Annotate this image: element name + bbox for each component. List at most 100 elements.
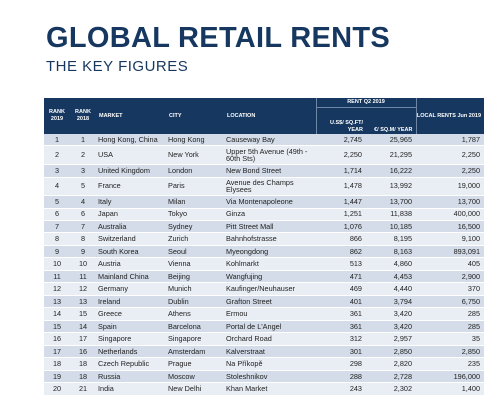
header-rank-2019: RANK 2019 <box>44 98 70 134</box>
header-local-rents: LOCAL RENTS Jun 2019 <box>415 98 485 134</box>
rank-2018-cell: 7 <box>70 220 96 234</box>
location-cell: Na Příkopě <box>224 357 316 371</box>
rank-2018-cell: 12 <box>70 282 96 296</box>
local-rent-cell: 1,400 <box>416 382 485 396</box>
eur-rent-cell: 4,860 <box>366 257 417 271</box>
usd-rent-cell: 1,076 <box>316 220 366 234</box>
city-cell: Athens <box>166 307 224 321</box>
table-row: 12 12 Germany Munich Kaufinger/Neuhauser 469 4… <box>44 282 485 296</box>
city-cell: Munich <box>166 282 224 296</box>
eur-rent-cell: 2,820 <box>366 357 417 371</box>
rank-2018-cell: 10 <box>70 257 96 271</box>
header-city: CITY <box>166 98 224 134</box>
rank-2019-cell: 1 <box>44 134 70 147</box>
location-cell: Stoleshnikov <box>224 370 316 384</box>
header-location: LOCATION <box>224 98 316 134</box>
local-rent-cell: 9,100 <box>416 232 485 246</box>
market-cell: Germany <box>96 282 166 296</box>
local-rent-cell: 400,000 <box>416 208 485 222</box>
usd-rent-cell: 301 <box>316 345 366 359</box>
usd-rent-cell: 1,478 <box>316 177 366 197</box>
market-cell: Singapore <box>96 332 166 346</box>
local-rent-cell: 405 <box>416 257 485 271</box>
eur-rent-cell: 8,163 <box>366 245 417 259</box>
market-cell: Spain <box>96 320 166 334</box>
local-rent-cell: 35 <box>416 332 485 346</box>
table-row: 16 17 Singapore Singapore Orchard Road 312 2,9… <box>44 332 485 346</box>
table-row: 9 9 South Korea Seoul Myeongdong 862 8,163 893,… <box>44 245 485 259</box>
rank-2019-cell: 19 <box>44 370 70 384</box>
table-row: 11 11 Mainland China Beijing Wangfujing 471 4,… <box>44 270 485 284</box>
usd-rent-cell: 862 <box>316 245 366 259</box>
market-cell: Hong Kong, China <box>96 134 166 147</box>
usd-rent-cell: 361 <box>316 307 366 321</box>
usd-rent-cell: 1,714 <box>316 164 366 178</box>
local-rent-cell: 285 <box>416 320 485 334</box>
local-rent-cell: 19,000 <box>416 177 485 197</box>
rank-2019-cell: 14 <box>44 307 70 321</box>
rents-table-container: RANK 2019 RANK 2018 MARKET CITY LOCATION… <box>44 98 485 396</box>
location-cell: Kaufinger/Neuhauser <box>224 282 316 296</box>
usd-rent-cell: 288 <box>316 370 366 384</box>
city-cell: Sydney <box>166 220 224 234</box>
eur-rent-cell: 2,850 <box>366 345 417 359</box>
rank-2019-cell: 20 <box>44 382 70 396</box>
table-row: 19 18 Russia Moscow Stoleshnikov 288 2,728 196,… <box>44 370 485 384</box>
local-rent-cell: 2,900 <box>416 270 485 284</box>
table-row: 18 18 Czech Republic Prague Na Příkopě 298 2,8… <box>44 357 485 371</box>
market-cell: South Korea <box>96 245 166 259</box>
table-row: 17 16 Netherlands Amsterdam Kalverstraat 301 2… <box>44 345 485 359</box>
location-cell: Ginza <box>224 208 316 222</box>
rank-2019-cell: 18 <box>44 357 70 371</box>
market-cell: India <box>96 382 166 396</box>
local-rent-cell: 13,700 <box>416 195 485 209</box>
city-cell: Amsterdam <box>166 345 224 359</box>
usd-rent-cell: 401 <box>316 295 366 309</box>
market-cell: Russia <box>96 370 166 384</box>
location-cell: Via Montenapoleone <box>224 195 316 209</box>
location-cell: Kalverstraat <box>224 345 316 359</box>
location-cell: Orchard Road <box>224 332 316 346</box>
rank-2018-cell: 16 <box>70 345 96 359</box>
header-row-bottom: U.S$/ SQ.FT/ YEAR €/ SQ.M/ YEAR <box>44 107 484 134</box>
rank-2019-cell: 2 <box>44 145 70 166</box>
table-row: 6 6 Japan Tokyo Ginza 1,251 11,838 400,000 <box>44 208 485 222</box>
rank-2019-cell: 16 <box>44 332 70 346</box>
usd-rent-cell: 469 <box>316 282 366 296</box>
location-cell: Pitt Street Mall <box>224 220 316 234</box>
rank-2019-cell: 5 <box>44 195 70 209</box>
city-cell: Moscow <box>166 370 224 384</box>
rank-2019-cell: 3 <box>44 164 70 178</box>
location-cell: Bahnhofstrasse <box>224 232 316 246</box>
table-row: 13 13 Ireland Dublin Grafton Street 401 3,794 6… <box>44 295 485 309</box>
rank-2019-cell: 9 <box>44 245 70 259</box>
city-cell: Dublin <box>166 295 224 309</box>
market-cell: Ireland <box>96 295 166 309</box>
local-rent-cell: 285 <box>416 307 485 321</box>
city-cell: Seoul <box>166 245 224 259</box>
local-rent-cell: 370 <box>416 282 485 296</box>
rank-2019-cell: 15 <box>44 320 70 334</box>
usd-rent-cell: 243 <box>316 382 366 396</box>
eur-rent-cell: 2,957 <box>366 332 417 346</box>
table-row: 8 8 Switzerland Zurich Bahnhofstrasse 866 8,19… <box>44 232 485 246</box>
market-cell: Switzerland <box>96 232 166 246</box>
city-cell: Barcelona <box>166 320 224 334</box>
usd-rent-cell: 2,745 <box>316 134 366 147</box>
rank-2018-cell: 17 <box>70 332 96 346</box>
usd-rent-cell: 2,250 <box>316 145 366 166</box>
eur-rent-cell: 3,420 <box>366 320 417 334</box>
header-eur: €/ SQ.M/ YEAR <box>366 107 417 134</box>
city-cell: Beijing <box>166 270 224 284</box>
market-cell: Austria <box>96 257 166 271</box>
market-cell: USA <box>96 145 166 166</box>
rank-2018-cell: 13 <box>70 295 96 309</box>
eur-rent-cell: 25,965 <box>366 134 417 147</box>
page-subtitle: THE KEY FIGURES <box>46 58 189 75</box>
eur-rent-cell: 13,992 <box>366 177 417 197</box>
city-cell: Paris <box>166 177 224 197</box>
rank-2018-cell: 11 <box>70 270 96 284</box>
rank-2018-cell: 3 <box>70 164 96 178</box>
market-cell: Netherlands <box>96 345 166 359</box>
table-body: 1 1 Hong Kong, China Hong Kong Causeway Bay 2… <box>44 134 485 396</box>
